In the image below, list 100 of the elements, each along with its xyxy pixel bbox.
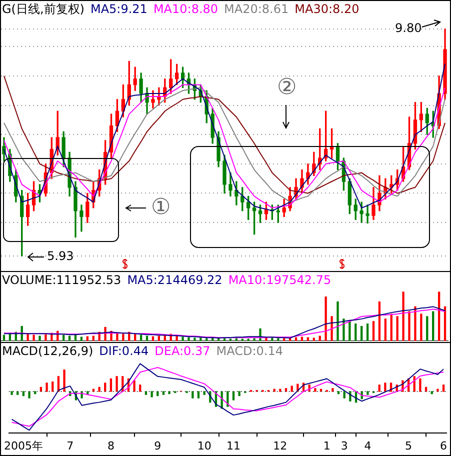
bar — [372, 321, 375, 341]
x-tick-label: 1 — [323, 439, 330, 452]
bar — [419, 378, 422, 392]
bar — [197, 391, 200, 398]
bar — [122, 334, 124, 341]
annotation: ② — [277, 75, 297, 100]
bar — [10, 391, 13, 395]
bar — [294, 337, 298, 341]
bar — [432, 311, 434, 341]
x-tick-label: 2005年 — [4, 439, 43, 452]
text: MA5:9.21 — [90, 1, 148, 17]
bar — [52, 381, 54, 392]
bar — [22, 391, 25, 396]
bar — [444, 306, 446, 341]
bar — [150, 391, 153, 398]
bar — [63, 370, 66, 392]
bar — [232, 391, 235, 400]
bar — [384, 382, 386, 392]
bar — [28, 391, 30, 398]
bar — [238, 391, 240, 396]
bar — [366, 391, 369, 395]
bar — [378, 301, 381, 341]
bar — [80, 336, 83, 341]
chart-title: MACD(12,26,9) — [2, 343, 94, 359]
bar — [390, 314, 392, 341]
bar — [176, 336, 178, 341]
bar — [324, 296, 327, 341]
bar — [290, 386, 293, 392]
x-tick-label: 5 — [405, 439, 412, 452]
bar — [26, 334, 29, 341]
bar — [354, 324, 357, 341]
bar — [430, 391, 433, 394]
bar — [38, 336, 41, 341]
chart-subtitle: MACD:0.14 — [216, 343, 283, 359]
bar — [396, 316, 398, 341]
bar — [314, 388, 316, 392]
bar — [206, 338, 208, 341]
bar — [192, 391, 194, 398]
annotation: 9.80 — [395, 21, 422, 35]
bar — [336, 301, 339, 341]
chart-title: VOLUME:111952.53 — [2, 272, 122, 288]
annotation: ① — [151, 195, 171, 220]
bar — [200, 338, 202, 341]
bar — [203, 391, 206, 395]
bar — [46, 382, 48, 392]
bar — [277, 338, 280, 341]
bar — [343, 391, 346, 398]
bar — [426, 316, 428, 341]
bar — [98, 386, 100, 392]
bar — [194, 338, 196, 341]
bar — [378, 384, 380, 392]
bar — [253, 338, 256, 341]
series-label: DIF:0.44 — [99, 343, 149, 359]
bar — [134, 334, 136, 341]
bar — [188, 337, 190, 341]
bar — [360, 326, 363, 341]
candlestick — [366, 204, 370, 224]
bar — [162, 391, 165, 395]
bar — [104, 382, 106, 392]
x-tick-label: 11 — [226, 439, 240, 452]
bar — [408, 311, 410, 341]
bar — [32, 334, 35, 341]
bar — [414, 306, 416, 341]
bar — [34, 391, 36, 394]
x-tick-label: 6 — [440, 439, 448, 452]
x-tick-label: 8 — [107, 439, 114, 452]
text: MA20:8.61 — [224, 1, 289, 17]
series-label: DEA:0.37 — [154, 343, 210, 359]
text: MA10:197542.75 — [228, 272, 332, 288]
bar — [235, 338, 238, 341]
bar — [139, 384, 142, 392]
x-tick-label: 10 — [197, 439, 212, 452]
bar — [442, 384, 445, 392]
x-tick-label: 12 — [273, 439, 288, 452]
bar — [330, 316, 333, 341]
bar — [116, 332, 118, 341]
candlestick — [80, 204, 84, 232]
chart-title: G(日线,前复权) — [2, 1, 84, 17]
x-tick-label: 3 — [340, 439, 348, 452]
bar — [116, 376, 118, 392]
bar — [402, 292, 404, 341]
bar — [306, 337, 310, 341]
x-tick-label: 7 — [66, 439, 74, 452]
bar — [182, 336, 184, 341]
bar — [110, 378, 112, 392]
text: MA10:8.80 — [153, 1, 218, 17]
bar — [420, 314, 422, 341]
bar — [366, 324, 369, 341]
text: MA30:8.20 — [294, 1, 360, 17]
bar — [133, 380, 136, 392]
bar — [384, 318, 386, 341]
bar — [271, 338, 274, 341]
bar — [279, 388, 282, 392]
x-tick-label: 4 — [364, 439, 372, 452]
bar — [283, 338, 286, 341]
x-tick-label: 9 — [154, 439, 162, 452]
annotation: 5.93 — [47, 249, 74, 263]
text: MA5:214469.22 — [127, 272, 222, 288]
bar — [44, 334, 47, 341]
bar — [223, 338, 226, 341]
